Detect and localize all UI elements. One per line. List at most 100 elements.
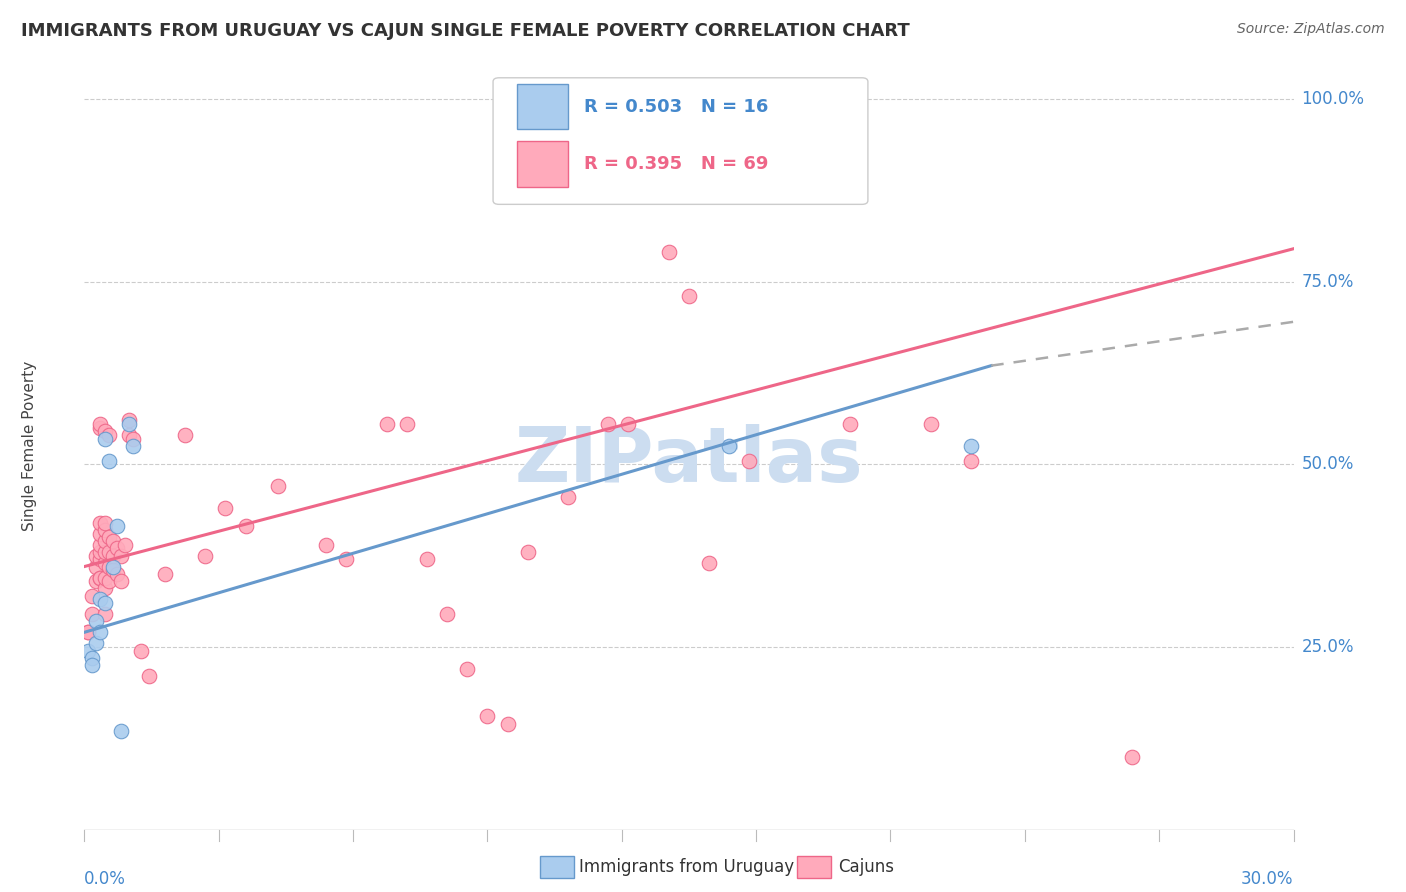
Point	[82, 651, 104, 665]
Point	[82, 658, 104, 673]
Point	[416, 552, 439, 566]
Point	[89, 526, 111, 541]
Point	[93, 516, 115, 530]
Text: Single Female Poverty: Single Female Poverty	[22, 361, 38, 531]
Point	[101, 559, 124, 574]
Point	[97, 453, 120, 467]
Point	[77, 625, 100, 640]
Point	[235, 519, 257, 533]
Point	[637, 186, 659, 201]
Point	[93, 570, 115, 584]
Point	[110, 549, 132, 563]
Point	[93, 425, 115, 439]
Text: Source: ZipAtlas.com: Source: ZipAtlas.com	[1237, 22, 1385, 37]
Point	[86, 636, 108, 650]
Point	[89, 516, 111, 530]
Point	[516, 545, 538, 559]
Point	[118, 417, 141, 431]
Point	[920, 417, 942, 431]
Point	[738, 453, 761, 467]
Text: R = 0.395   N = 69: R = 0.395 N = 69	[583, 155, 768, 173]
Point	[77, 625, 100, 640]
Point	[93, 596, 115, 610]
Point	[105, 566, 128, 581]
Point	[960, 453, 983, 467]
Point	[477, 709, 499, 723]
Point	[89, 570, 111, 584]
Point	[93, 545, 115, 559]
Text: Immigrants from Uruguay: Immigrants from Uruguay	[579, 858, 794, 876]
Point	[335, 552, 357, 566]
Text: 25.0%: 25.0%	[1302, 638, 1354, 656]
Point	[375, 417, 398, 431]
Text: R = 0.503   N = 16: R = 0.503 N = 16	[583, 97, 768, 116]
Point	[110, 574, 132, 589]
Point	[214, 501, 236, 516]
FancyBboxPatch shape	[517, 142, 568, 186]
Point	[89, 545, 111, 559]
Text: IMMIGRANTS FROM URUGUAY VS CAJUN SINGLE FEMALE POVERTY CORRELATION CHART: IMMIGRANTS FROM URUGUAY VS CAJUN SINGLE …	[21, 22, 910, 40]
Point	[557, 490, 579, 504]
Point	[93, 607, 115, 621]
Point	[97, 530, 120, 544]
Point	[129, 643, 152, 657]
Text: Cajuns: Cajuns	[838, 858, 894, 876]
Point	[839, 417, 862, 431]
Point	[118, 413, 141, 427]
FancyBboxPatch shape	[494, 78, 868, 204]
Point	[697, 556, 720, 570]
Point	[436, 607, 458, 621]
Point	[93, 533, 115, 548]
Point	[93, 432, 115, 446]
Point	[82, 607, 104, 621]
Point	[194, 549, 217, 563]
Text: 100.0%: 100.0%	[1302, 90, 1365, 108]
Point	[97, 545, 120, 559]
Point	[153, 566, 176, 581]
Point	[77, 643, 100, 657]
Point	[86, 559, 108, 574]
Point	[89, 625, 111, 640]
Point	[101, 549, 124, 563]
Point	[97, 428, 120, 442]
Point	[121, 432, 143, 446]
Point	[267, 479, 290, 493]
Point	[82, 589, 104, 603]
Point	[315, 538, 337, 552]
Point	[114, 538, 136, 552]
Point	[105, 541, 128, 556]
FancyBboxPatch shape	[517, 84, 568, 129]
Point	[658, 245, 681, 260]
Point	[89, 552, 111, 566]
Point	[598, 417, 620, 431]
Point	[86, 549, 108, 563]
Point	[101, 563, 124, 577]
Point	[678, 289, 700, 303]
Text: 50.0%: 50.0%	[1302, 455, 1354, 474]
Point	[1121, 749, 1143, 764]
Point	[456, 662, 478, 676]
Point	[718, 439, 741, 453]
Point	[89, 570, 111, 584]
Point	[86, 574, 108, 589]
Point	[89, 417, 111, 431]
Point	[395, 417, 418, 431]
Point	[93, 523, 115, 537]
Point	[138, 669, 160, 683]
Point	[93, 582, 115, 596]
Point	[97, 559, 120, 574]
Point	[97, 574, 120, 589]
Text: ZIPatlas: ZIPatlas	[515, 425, 863, 499]
Text: 0.0%: 0.0%	[84, 870, 127, 888]
Point	[121, 439, 143, 453]
Point	[617, 417, 640, 431]
Point	[93, 556, 115, 570]
Point	[86, 615, 108, 629]
Point	[101, 533, 124, 548]
Point	[105, 519, 128, 533]
Point	[118, 428, 141, 442]
Point	[89, 538, 111, 552]
Text: 75.0%: 75.0%	[1302, 273, 1354, 291]
Point	[110, 723, 132, 738]
Point	[960, 439, 983, 453]
